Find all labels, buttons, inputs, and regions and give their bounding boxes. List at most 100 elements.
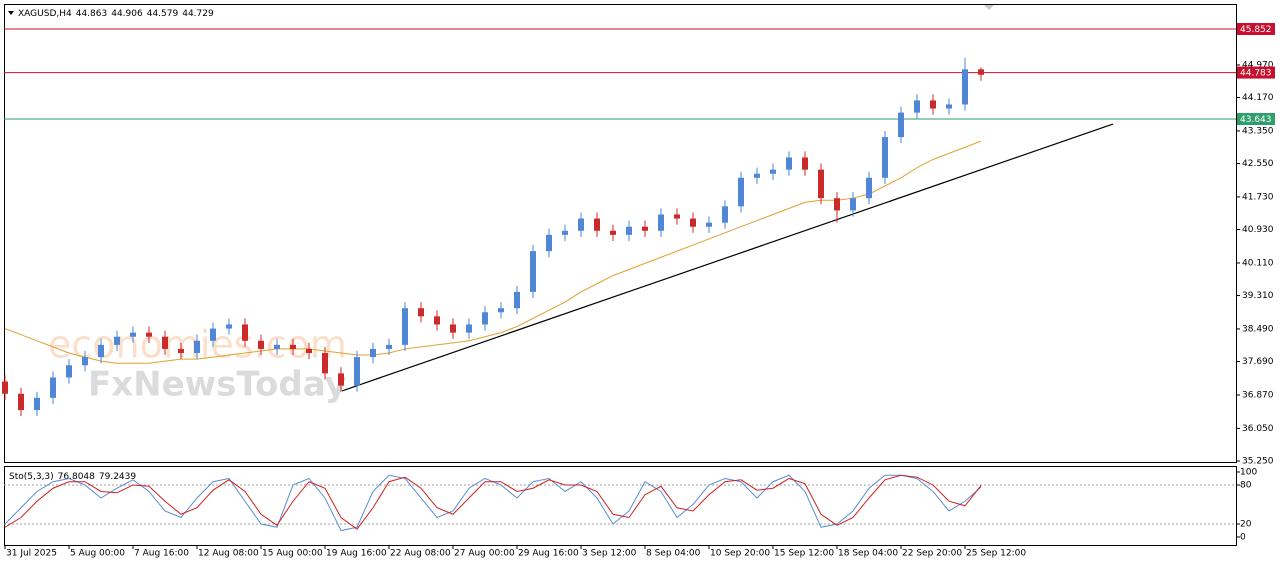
x-tick-label: 8 Sep 04:00: [646, 549, 701, 559]
header-field: 44.863: [76, 9, 108, 19]
y-tick-label: 0: [1240, 533, 1246, 543]
candle-body: [610, 230, 616, 235]
candle-body: [898, 112, 904, 138]
candle-body: [594, 218, 600, 231]
x-tick-label: 22 Sep 20:00: [902, 549, 962, 559]
stoch-line: [4, 474, 982, 530]
y-tick-label: 100: [1240, 467, 1257, 477]
candle-body: [834, 198, 840, 211]
candle-body: [354, 357, 360, 386]
candle-body: [626, 226, 632, 235]
level-label-box: [1237, 23, 1275, 36]
candle-body: [258, 340, 264, 349]
y-tick-label: 20: [1240, 519, 1252, 529]
y-tick-label: 38.490: [1242, 324, 1274, 334]
y-tick-label: 41.730: [1242, 192, 1274, 202]
candle-body: [34, 397, 40, 411]
candle-body: [770, 169, 776, 174]
y-tick-label: 36.050: [1242, 424, 1274, 434]
candle-body: [2, 381, 8, 394]
x-tick-label: 27 Aug 00:00: [454, 549, 515, 559]
level-label: 43.643: [1240, 115, 1272, 125]
candle-body: [482, 312, 488, 325]
candle-body: [866, 177, 872, 199]
candle-body: [98, 344, 104, 358]
candle-body: [130, 332, 136, 337]
header: XAGUSD,H4 44.863 44.906 44.579 44.729: [18, 9, 214, 19]
candle-body: [962, 69, 968, 105]
x-tick-label: 29 Aug 16:00: [518, 549, 579, 559]
y-tick-label: 43.350: [1242, 126, 1274, 136]
level-label-box: [1237, 113, 1275, 126]
candle-body: [210, 328, 216, 341]
candle-body: [274, 344, 280, 349]
candle-body: [578, 218, 584, 231]
y-tick-label: 40.110: [1242, 258, 1274, 268]
candle-body: [450, 324, 456, 333]
main-panel-frame: [4, 4, 1237, 463]
y-tick-label: 42.550: [1242, 159, 1274, 169]
candle-body: [818, 169, 824, 199]
candle-body: [978, 69, 984, 75]
indicator-field: 79.2439: [99, 472, 136, 482]
header-field: 44.729: [182, 9, 214, 19]
candle-body: [786, 157, 792, 170]
candle-body: [690, 218, 696, 227]
candle-body: [226, 324, 232, 329]
candle-body: [882, 137, 888, 178]
candle-body: [850, 198, 856, 211]
indicator-title: Sto(5,3,3) 76.8048 79.2439: [9, 472, 136, 482]
y-tick-label: 44.170: [1242, 93, 1274, 103]
x-tick-label: 3 Sep 12:00: [582, 549, 637, 559]
y-tick-label: 80: [1240, 480, 1252, 490]
candle-body: [402, 308, 408, 345]
candle-body: [674, 214, 680, 219]
level-label: 44.783: [1240, 69, 1272, 79]
candle-body: [114, 336, 120, 345]
header-field: 44.906: [111, 9, 143, 19]
candle-body: [82, 357, 88, 366]
candle-body: [322, 353, 328, 374]
candle-body: [706, 222, 712, 227]
candle-body: [738, 177, 744, 207]
y-tick-label: 40.930: [1242, 225, 1274, 235]
candle-body: [642, 226, 648, 231]
x-tick-label: 12 Aug 08:00: [198, 549, 259, 559]
level-label: 45.852: [1240, 25, 1272, 35]
y-tick-label: 39.310: [1242, 291, 1274, 301]
candle-body: [306, 348, 312, 354]
candle-body: [930, 100, 936, 109]
candle-body: [546, 234, 552, 252]
x-tick-label: 19 Aug 16:00: [326, 549, 387, 559]
candle-body: [162, 336, 168, 349]
level-label-box: [1237, 66, 1275, 79]
candle-body: [66, 365, 72, 378]
moving-average: [4, 140, 982, 364]
candle-body: [178, 348, 184, 354]
x-tick-label: 15 Sep 12:00: [774, 549, 834, 559]
x-tick-label: 22 Aug 08:00: [390, 549, 451, 559]
menu-arrow[interactable]: [8, 11, 14, 15]
x-tick-label: 5 Aug 00:00: [70, 549, 125, 559]
candle-body: [434, 316, 440, 325]
x-tick-label: 31 Jul 2025: [6, 549, 57, 559]
stoch-panel-frame: [4, 466, 1237, 546]
candle-body: [50, 377, 56, 398]
watermark: FxNewsToday: [88, 365, 347, 405]
candle-body: [146, 332, 152, 337]
candle-body: [466, 324, 472, 333]
candle-body: [498, 308, 504, 313]
header-field: XAGUSD,H4: [18, 9, 72, 19]
y-tick-label: 35.250: [1242, 456, 1274, 466]
x-tick-label: 15 Aug 00:00: [262, 549, 323, 559]
candle-body: [514, 291, 520, 309]
header-field: 44.579: [147, 9, 179, 19]
candle-body: [946, 104, 952, 109]
candle-body: [418, 308, 424, 317]
y-tick-label: 37.690: [1242, 357, 1274, 367]
candle-body: [914, 100, 920, 113]
y-tick-label: 36.870: [1242, 390, 1274, 400]
x-tick-label: 18 Sep 04:00: [838, 549, 898, 559]
